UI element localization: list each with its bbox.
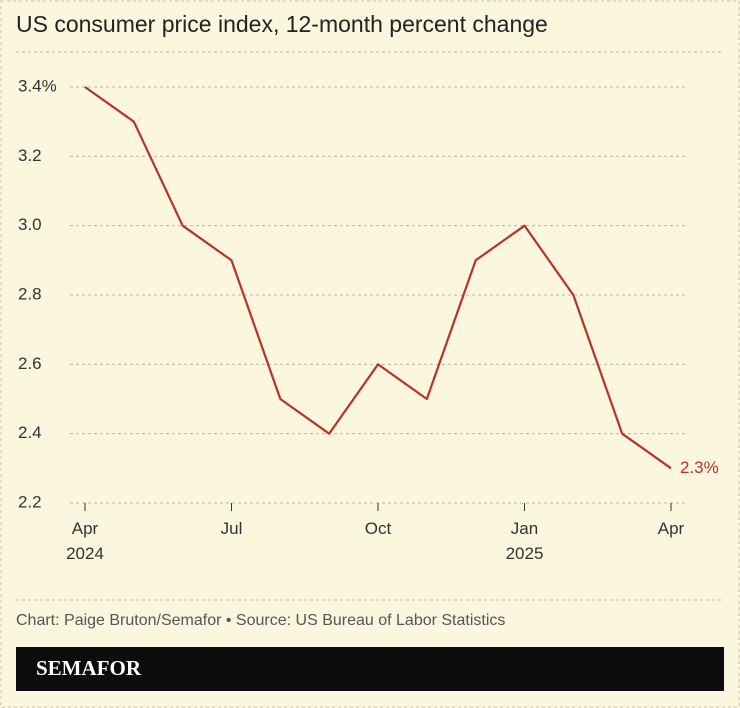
line <box>84 86 672 470</box>
y-tick-label: 3.2 <box>18 146 42 165</box>
y-tick-label: 2.8 <box>18 284 42 303</box>
y-tick-label: 2.2 <box>18 492 42 511</box>
y-tick-label: 2.4 <box>18 423 42 442</box>
source: Chart: Paige Bruton/Semafor • Source: US… <box>16 612 505 629</box>
y-tick-label: 3.0 <box>18 215 42 234</box>
x-tick-label: Apr 2024 <box>66 519 104 563</box>
brand: SEMAFOR <box>36 656 142 680</box>
x-tick-label: Jan 2025 <box>506 519 544 563</box>
x-tick-label: Oct <box>365 519 392 538</box>
chart-title: US consumer price index, 12-month percen… <box>16 11 548 37</box>
x-tick-label: Jul <box>221 519 243 538</box>
y-tick-label: 3.4% <box>18 76 57 95</box>
y-tick-label: 2.6 <box>18 354 42 373</box>
value-label: 2.3% <box>680 458 719 477</box>
brand-bar <box>16 647 724 691</box>
x-tick-label: Apr <box>658 519 685 538</box>
